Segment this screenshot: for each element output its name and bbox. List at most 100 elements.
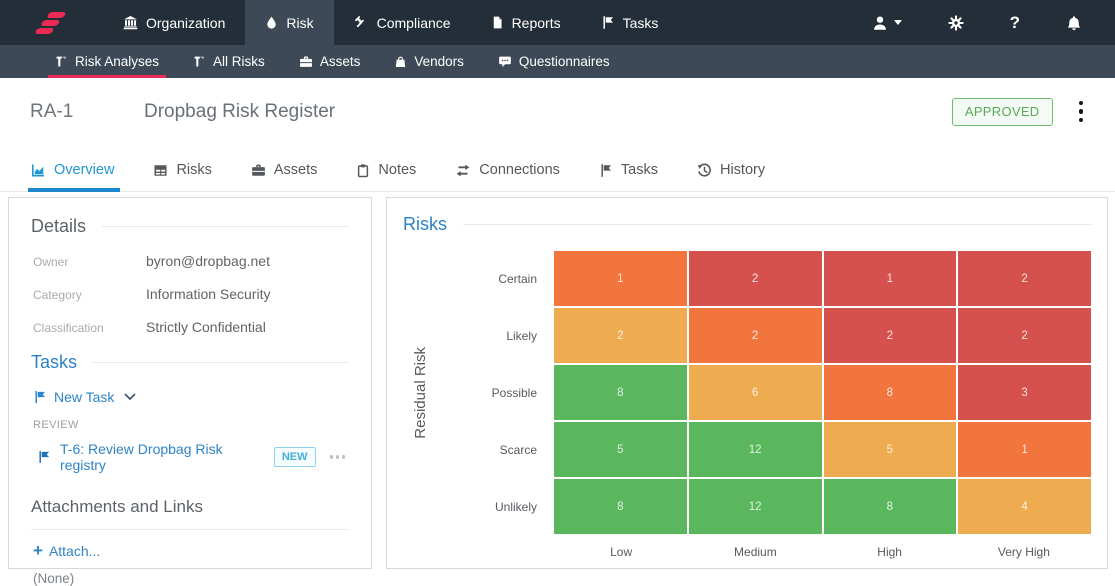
- heatmap-cell[interactable]: 2: [958, 251, 1091, 306]
- heatmap-cell[interactable]: 2: [688, 308, 822, 363]
- heatmap-row-label: Possible: [491, 385, 537, 400]
- heatmap-cell[interactable]: 12: [688, 479, 822, 534]
- subnav-item-vendors[interactable]: Vendors: [377, 45, 481, 78]
- new-task-label: New Task: [54, 389, 115, 405]
- page-title: Dropbag Risk Register: [144, 100, 336, 122]
- subnav-item-label: Questionnaires: [518, 54, 610, 69]
- nav-item-label: Reports: [511, 14, 561, 31]
- tsquare-icon: [193, 55, 206, 69]
- heatmap-col-labels: Low Medium High Very High: [554, 536, 1091, 559]
- nav-item-risk[interactable]: Risk: [245, 0, 334, 45]
- content-area: Details Owner byron@dropbag.net Category…: [0, 192, 1115, 586]
- user-icon: [872, 15, 888, 31]
- nav-item-compliance[interactable]: Compliance: [334, 0, 471, 45]
- settings-button[interactable]: [925, 0, 987, 45]
- flag-icon: [37, 450, 51, 464]
- app-logo[interactable]: [0, 0, 103, 45]
- attach-button[interactable]: + Attach...: [33, 542, 349, 559]
- heatmap-cell[interactable]: 2: [554, 308, 687, 363]
- heatmap-cell[interactable]: 2: [823, 308, 957, 363]
- clipboard-icon: [356, 163, 370, 178]
- help-icon: ?: [1009, 13, 1020, 32]
- tab-history[interactable]: History: [697, 162, 765, 191]
- tab-overview[interactable]: Overview: [27, 162, 121, 192]
- swap-arrows-icon: [455, 163, 471, 178]
- tab-connections[interactable]: Connections: [455, 162, 560, 191]
- bell-icon: [1066, 15, 1082, 31]
- sub-navigation: Risk Analyses All Risks Assets Vendors Q…: [0, 45, 1115, 78]
- new-task-button[interactable]: New Task: [33, 389, 349, 405]
- tab-risks[interactable]: Risks: [153, 162, 212, 191]
- tab-notes[interactable]: Notes: [356, 162, 416, 191]
- heatmap-cell[interactable]: 4: [958, 479, 1091, 534]
- heatmap-cell[interactable]: 2: [688, 251, 822, 306]
- subnav-item-label: All Risks: [213, 54, 265, 69]
- tab-label: Notes: [378, 162, 417, 178]
- risks-heading: Risks: [403, 214, 1091, 235]
- help-button[interactable]: ?: [987, 0, 1043, 45]
- heatmap-row-label: Unlikely: [494, 499, 537, 514]
- nav-item-label: Organization: [146, 14, 226, 31]
- notifications-button[interactable]: [1043, 0, 1105, 45]
- tab-label: Risks: [176, 162, 212, 178]
- details-card: Details Owner byron@dropbag.net Category…: [8, 197, 372, 586]
- heatmap-row-label: Likely: [506, 328, 537, 343]
- detail-field-owner: Owner byron@dropbag.net: [33, 253, 349, 269]
- heatmap-y-axis-label: Residual Risk: [411, 346, 429, 439]
- subnav-item-all-risks[interactable]: All Risks: [176, 45, 282, 78]
- heatmap-cell[interactable]: 5: [823, 422, 957, 477]
- tab-assets[interactable]: Assets: [251, 162, 317, 191]
- heatmap-cell[interactable]: 5: [554, 422, 687, 477]
- heatmap-cell[interactable]: 1: [958, 422, 1091, 477]
- chevron-down-icon: [893, 20, 902, 25]
- nav-item-label: Risk: [286, 14, 314, 31]
- heatmap-row: Likely 2 2 2 2: [437, 308, 1091, 363]
- heatmap-cell[interactable]: 1: [554, 251, 687, 306]
- heatmap-col-label: High: [877, 545, 902, 559]
- more-actions-button[interactable]: [1073, 97, 1090, 127]
- heatmap-row: Unlikely 8 12 8 4: [437, 479, 1091, 534]
- risks-card: Risks Residual Risk Certain 1 2 1 2 Likely 2 2 2…: [386, 197, 1108, 569]
- subnav-item-label: Vendors: [414, 54, 464, 69]
- heatmap-body: Certain 1 2 1 2 Likely 2 2 2 2 Possible 8 6 8 3 Scarce 5…: [437, 251, 1091, 559]
- field-label: Category: [33, 288, 82, 302]
- heatmap-cell[interactable]: 1: [823, 251, 957, 306]
- task-new-badge: NEW: [273, 447, 316, 467]
- nav-item-reports[interactable]: Reports: [471, 0, 581, 45]
- tab-tasks[interactable]: Tasks: [599, 162, 658, 191]
- flag-icon: [33, 390, 47, 404]
- status-badge[interactable]: APPROVED: [951, 97, 1053, 126]
- user-menu-button[interactable]: [849, 0, 925, 45]
- subnav-item-risk-analyses[interactable]: Risk Analyses: [38, 45, 176, 78]
- tab-label: Overview: [54, 162, 115, 178]
- task-link[interactable]: T-6: Review Dropbag Risk registry: [60, 441, 223, 473]
- page-header: RA-1 Dropbag Risk Register APPROVED: [0, 78, 1115, 145]
- heatmap-cell[interactable]: 3: [958, 365, 1091, 420]
- heatmap-col-label: Low: [610, 545, 633, 559]
- nav-item-tasks[interactable]: Tasks: [581, 0, 679, 45]
- heatmap-cell[interactable]: 8: [823, 479, 957, 534]
- heatmap-row: Certain 1 2 1 2: [437, 251, 1091, 306]
- table-icon: [153, 163, 168, 178]
- heatmap-cell[interactable]: 8: [554, 365, 687, 420]
- heatmap-row-label: Certain: [498, 271, 537, 286]
- heatmap-cell[interactable]: 8: [554, 479, 687, 534]
- heatmap-cell[interactable]: 2: [958, 308, 1091, 363]
- heatmap-cell[interactable]: 12: [688, 422, 822, 477]
- detail-tabs: Overview Risks Assets Notes Connections …: [0, 145, 1115, 192]
- task-group-label: REVIEW: [33, 419, 79, 431]
- heatmap-row-label: Scarce: [499, 442, 537, 457]
- subnav-item-assets[interactable]: Assets: [282, 45, 378, 78]
- subnav-item-questionnaires[interactable]: Questionnaires: [481, 45, 627, 78]
- heatmap-col-label: Medium: [734, 545, 777, 559]
- task-more-button[interactable]: [326, 451, 350, 463]
- heatmap-cell[interactable]: 8: [823, 365, 957, 420]
- field-value: Information Security: [146, 286, 271, 302]
- heatmap-cell[interactable]: 6: [688, 365, 822, 420]
- heatmap-ylabel-wrap: Residual Risk: [403, 251, 437, 534]
- flag-icon: [599, 163, 613, 178]
- attachments-heading: Attachments and Links: [31, 487, 349, 530]
- chat-icon: [498, 55, 512, 69]
- droplet-icon: [265, 15, 278, 30]
- nav-item-organization[interactable]: Organization: [103, 0, 245, 45]
